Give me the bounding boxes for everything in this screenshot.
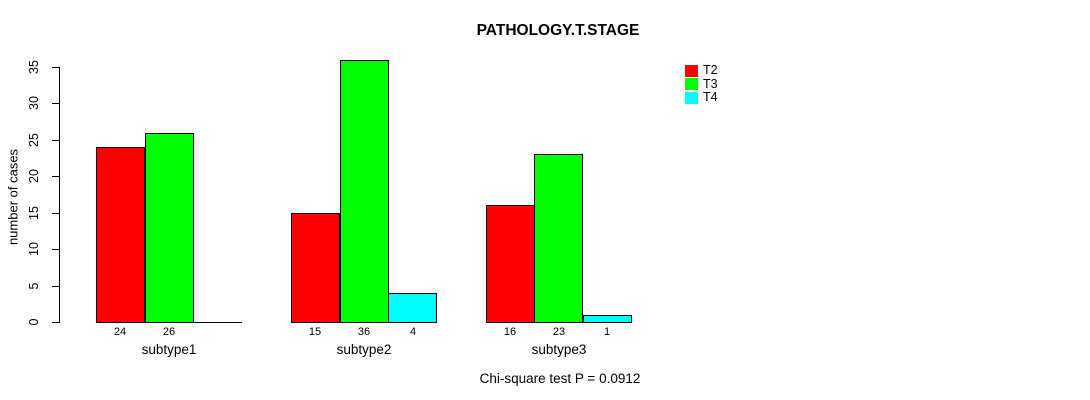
bar-t3-subtype2 — [340, 60, 389, 323]
bar-value-label: 4 — [409, 326, 417, 338]
y-tick-mark — [52, 213, 59, 214]
legend-swatch-t4 — [685, 91, 698, 104]
y-tick-mark — [52, 249, 59, 250]
bar-value-label: 24 — [113, 326, 127, 338]
bar-t3-subtype3 — [534, 154, 583, 323]
y-axis-line — [59, 67, 60, 323]
legend-row: T2 — [685, 64, 718, 78]
y-tick-label-text: 15 — [27, 206, 41, 220]
y-tick-mark — [52, 140, 59, 141]
y-tick-mark — [52, 286, 59, 287]
legend-swatch-t2 — [685, 64, 698, 77]
y-tick-label-text: 25 — [27, 133, 41, 147]
bar-value-label: 26 — [162, 326, 176, 338]
y-axis-label-text: number of cases — [5, 148, 21, 246]
y-tick-mark — [52, 176, 59, 177]
bar-t4-subtype3 — [583, 315, 632, 323]
legend-label: T2 — [703, 63, 718, 78]
bar-value-label: 1 — [603, 326, 611, 338]
bar-value-label: 23 — [552, 326, 566, 338]
chart-title: PATHOLOGY.T.STAGE — [476, 22, 640, 39]
y-tick-label-text: 0 — [27, 318, 41, 326]
y-tick-mark — [52, 103, 59, 104]
bar-t2-subtype1 — [96, 147, 145, 323]
chi-square-annotation: Chi-square test P = 0.0912 — [479, 371, 641, 386]
legend-row: T4 — [685, 91, 718, 105]
y-tick-label-text: 5 — [27, 282, 41, 290]
bar-value-label: 16 — [503, 326, 517, 338]
legend: T2 T3 T4 — [685, 64, 718, 105]
bar-t4-subtype2 — [388, 293, 437, 323]
bar-t3-subtype1 — [145, 133, 194, 323]
bar-value-label: 15 — [308, 326, 322, 338]
y-tick-label-text: 20 — [27, 169, 41, 183]
bar-t2-subtype2 — [291, 213, 340, 323]
category-label: subtype2 — [336, 342, 392, 357]
legend-swatch-t3 — [685, 78, 698, 91]
y-tick-label-text: 35 — [27, 60, 41, 74]
y-tick-mark — [52, 322, 59, 323]
y-tick-mark — [52, 67, 59, 68]
y-tick-label-text: 30 — [27, 96, 41, 110]
category-label: subtype3 — [531, 342, 587, 357]
legend-label: T3 — [703, 76, 718, 91]
bar-t2-subtype3 — [486, 205, 535, 323]
legend-row: T3 — [685, 76, 718, 92]
legend-label: T4 — [703, 90, 718, 105]
bar-value-label: 36 — [357, 326, 371, 338]
category-label: subtype1 — [141, 342, 197, 357]
y-tick-label-text: 10 — [27, 242, 41, 256]
